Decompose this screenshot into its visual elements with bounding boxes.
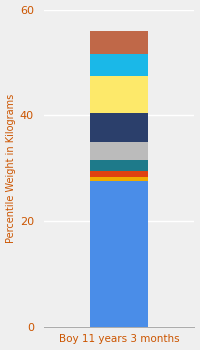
Bar xyxy=(90,181,148,327)
Bar xyxy=(90,31,148,55)
Bar xyxy=(90,55,148,76)
Bar xyxy=(90,142,148,160)
Bar xyxy=(90,171,148,177)
Bar xyxy=(90,177,148,181)
Bar xyxy=(90,113,148,142)
Y-axis label: Percentile Weight in Kilograms: Percentile Weight in Kilograms xyxy=(6,93,16,243)
Bar xyxy=(90,76,148,113)
Bar xyxy=(90,160,148,171)
